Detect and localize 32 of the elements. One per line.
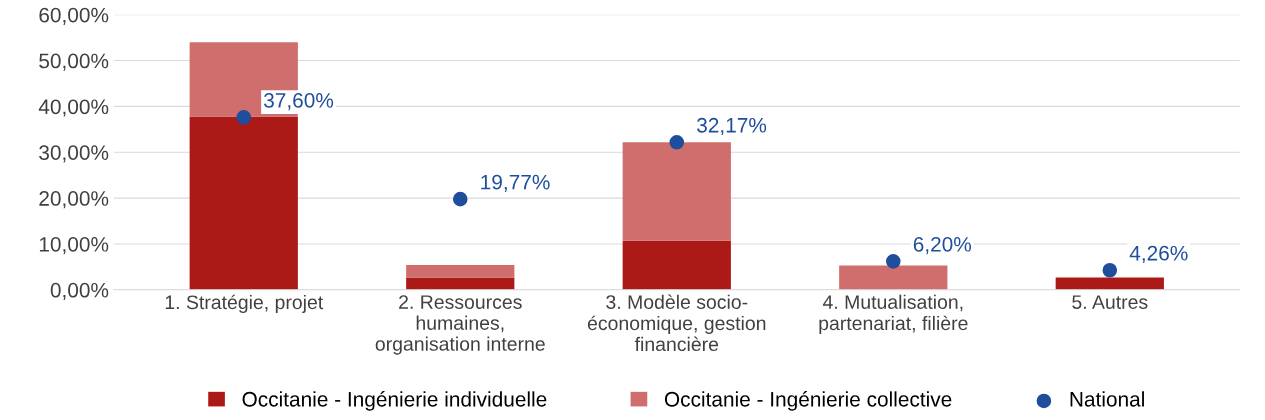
x-tick-label: 2. Ressources humaines, organisation interne (375, 295, 545, 355)
legend-label: Occitanie - Ingénierie individuelle (242, 391, 547, 411)
x-tick-label: 4. Mutualisation, partenariat, filière (819, 294, 968, 334)
legend-label: Occitanie - Ingénierie collective (664, 391, 952, 411)
bar (622, 240, 731, 290)
y-tick-label: 20,00% (39, 191, 109, 209)
point (669, 135, 685, 150)
bar (189, 116, 298, 290)
y-tick-label: 50,00% (39, 53, 109, 71)
bar (839, 265, 948, 290)
legend-label: National (1070, 391, 1144, 407)
y-tick-label: 40,00% (38, 99, 109, 117)
bar (406, 265, 515, 278)
y-tick-label: 60,00% (39, 7, 109, 25)
data-label: 19,77% (481, 174, 550, 192)
y-tick-label: 10,00% (39, 236, 109, 255)
data-label: 6,20% (913, 236, 972, 255)
data-label: 32,17% (697, 117, 767, 136)
point (236, 110, 252, 125)
data-label: 4,26% (1129, 245, 1188, 264)
x-tick-label: 3. Modèle socio- économique, gestion financière (587, 294, 766, 352)
y-tick-label: 0,00% (50, 282, 109, 301)
bar (406, 277, 515, 290)
point (886, 254, 901, 269)
x-tick-label: 5. Autres (1072, 295, 1148, 309)
point (452, 191, 468, 207)
x-tick-label: 1. Stratégie, projet (165, 294, 324, 314)
data-label: 37,60% (263, 92, 334, 111)
bar (622, 142, 731, 241)
point (1102, 262, 1118, 278)
y-tick-label: 30,00% (39, 145, 109, 163)
bar (1055, 277, 1164, 290)
